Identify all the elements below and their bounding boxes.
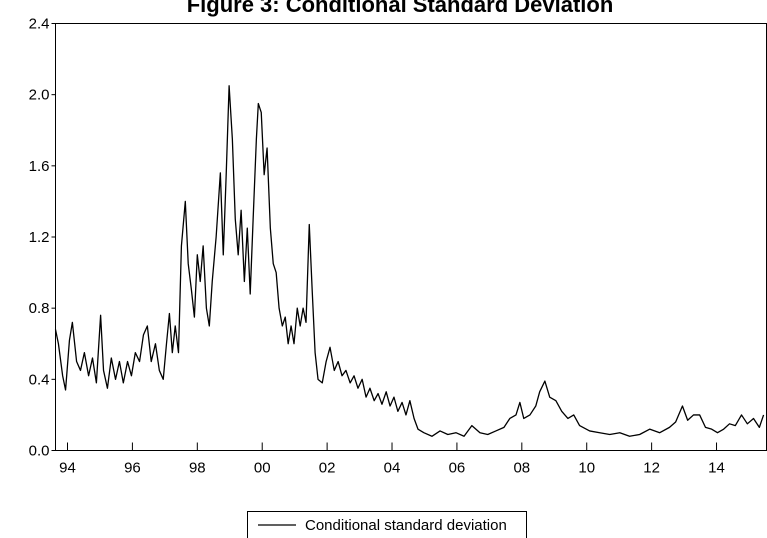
legend-box	[247, 511, 527, 538]
x-tick-label: 06	[449, 460, 466, 477]
data-line	[54, 85, 765, 437]
x-tick-label: 08	[513, 460, 530, 477]
x-tick-label: 02	[319, 460, 336, 477]
y-tick-label: 0.4	[29, 371, 50, 388]
x-tick-label: 96	[124, 460, 141, 477]
x-tick-label: 12	[643, 460, 660, 477]
legend-label: Conditional standard deviation	[305, 517, 507, 534]
x-tick-label: 10	[578, 460, 595, 477]
x-tick-label: 94	[59, 460, 76, 477]
y-tick-label: 1.2	[29, 229, 50, 246]
x-tick-label: 14	[708, 460, 725, 477]
x-tick-label: 04	[384, 460, 401, 477]
y-tick-label: 1.6	[29, 158, 50, 175]
y-tick-label: 0.8	[29, 300, 50, 317]
plot-frame	[55, 23, 767, 451]
chart-title: Figure 3: Conditional Standard Deviation	[187, 0, 614, 17]
y-tick-label: 2.0	[29, 87, 50, 104]
x-tick-label: 98	[189, 460, 206, 477]
y-tick-label: 0.0	[29, 443, 50, 460]
y-tick-label: 2.4	[29, 16, 50, 33]
x-tick-label: 00	[254, 460, 271, 477]
